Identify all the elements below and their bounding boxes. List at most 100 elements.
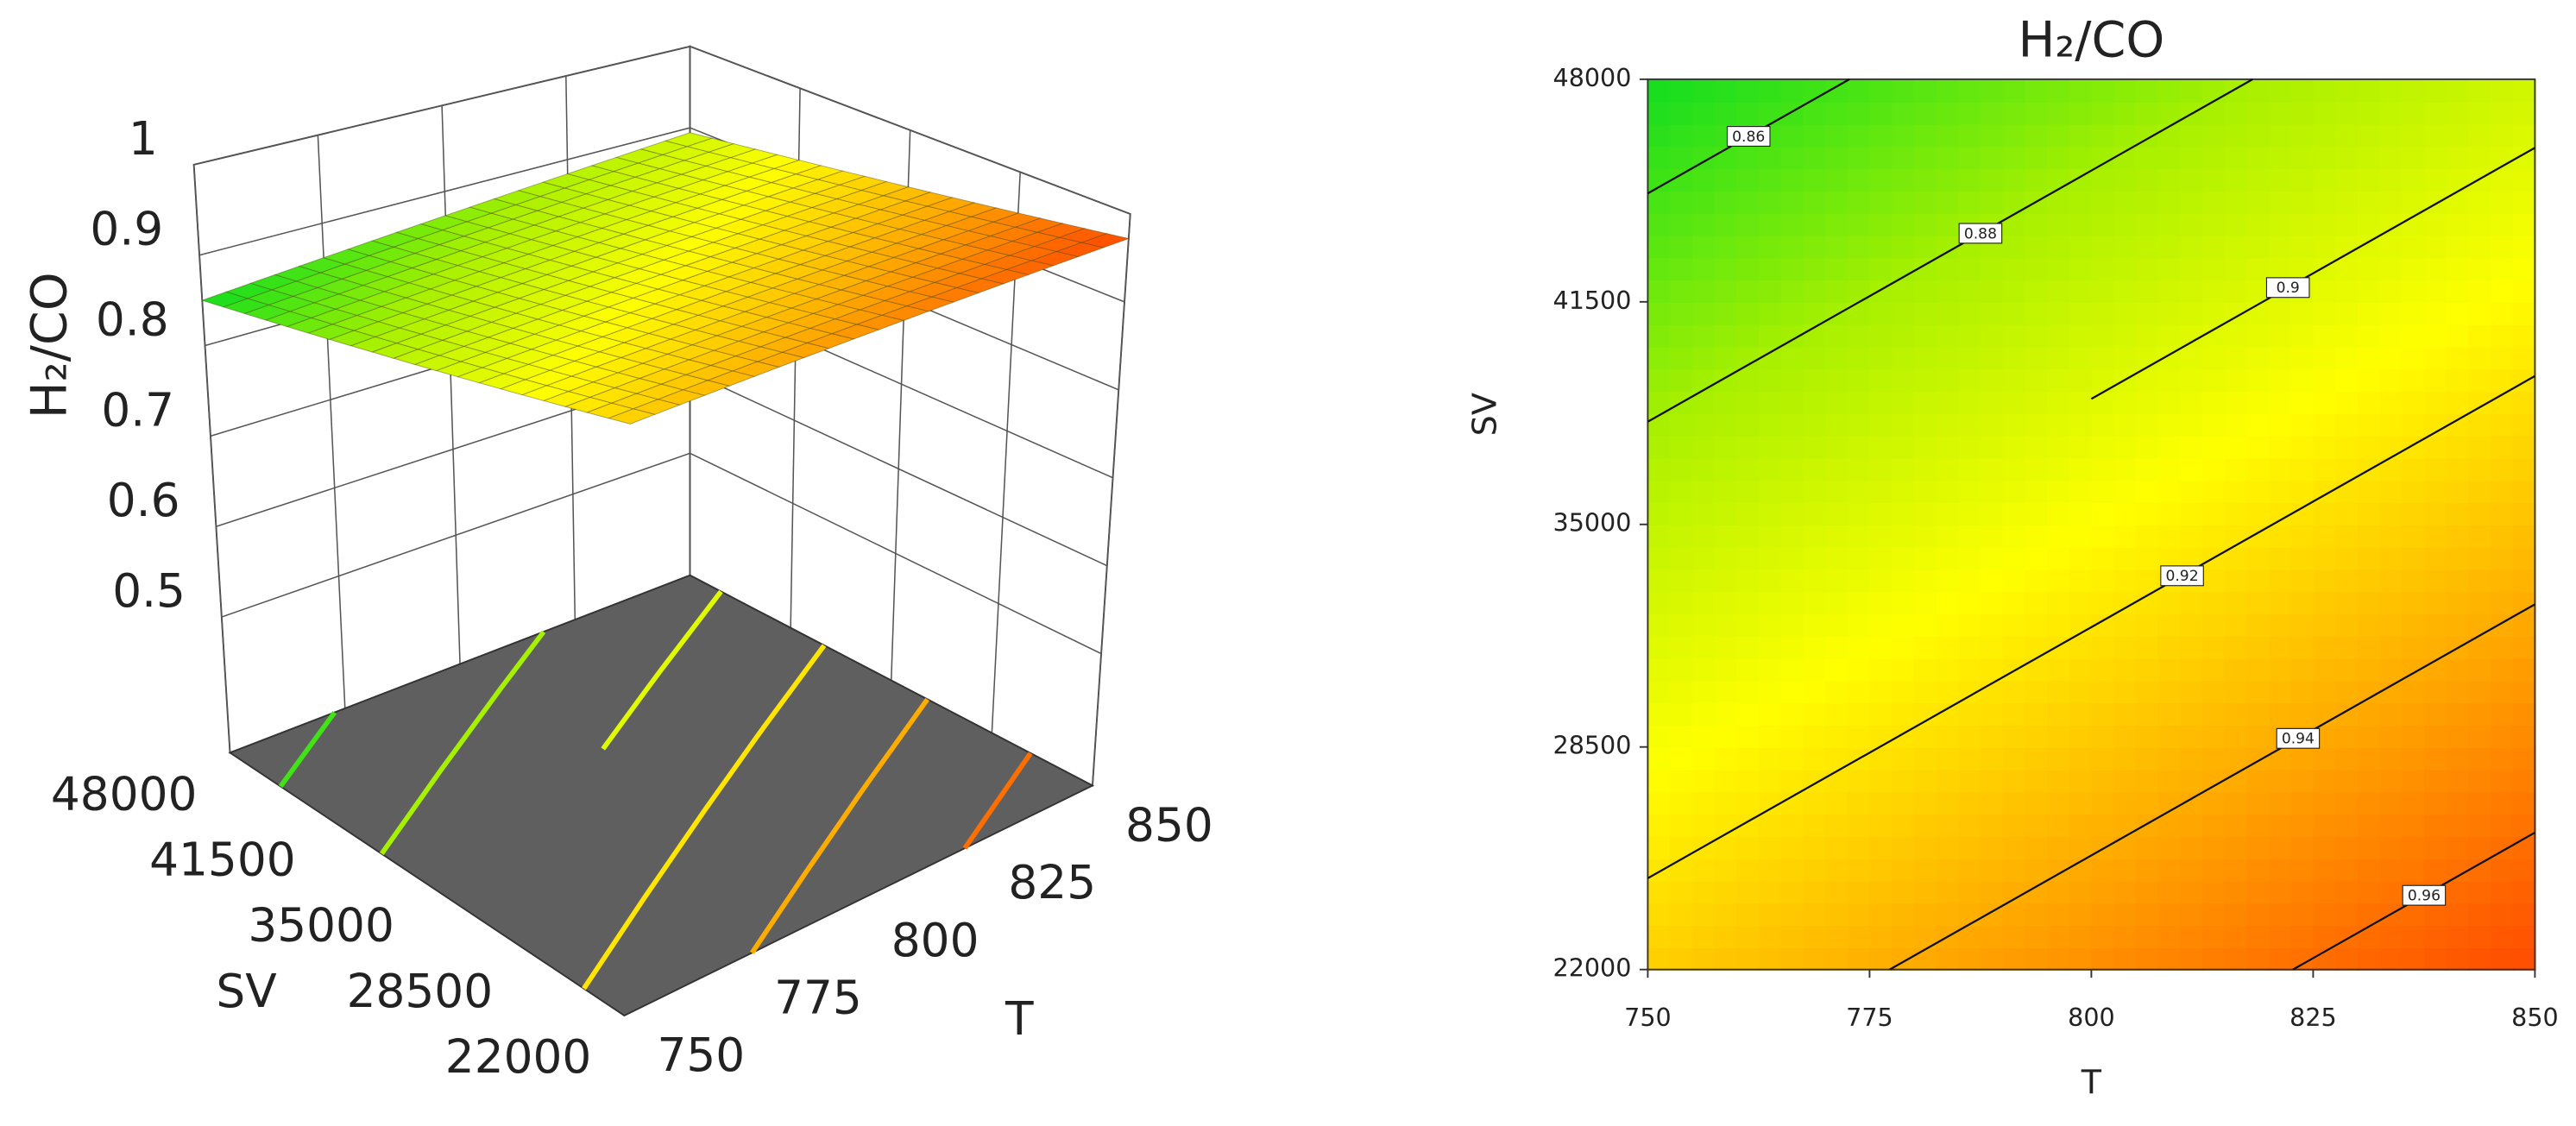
- contour-fill: [1647, 546, 1672, 570]
- contour-fill: [1803, 835, 1827, 859]
- contour-fill: [1803, 101, 1827, 125]
- contour-fill: [1913, 835, 1937, 859]
- contour-fill: [1869, 680, 1893, 704]
- contour-fill: [2157, 501, 2182, 525]
- contour-fill: [1714, 724, 1738, 748]
- contour-fill: [2512, 457, 2536, 481]
- contour-fill: [2290, 435, 2315, 459]
- contour-fill: [1780, 814, 1804, 838]
- contour-fill: [2135, 791, 2159, 815]
- contour-fill: [2379, 791, 2403, 815]
- contour-fill: [1980, 301, 2004, 325]
- contour-fill: [2113, 190, 2137, 214]
- x-tick-label: 750: [1624, 1003, 1672, 1032]
- contour-fill: [1736, 212, 1760, 236]
- contour-fill: [2290, 680, 2315, 704]
- contour-fill: [2269, 657, 2292, 682]
- contour-fill: [2224, 524, 2248, 548]
- contour-fill: [1670, 480, 1693, 504]
- contour-fill: [1980, 412, 2004, 437]
- contour-fill: [2157, 880, 2182, 904]
- contour-fill: [1825, 947, 1849, 971]
- contour-fill: [2224, 346, 2248, 370]
- contour-fill: [2313, 101, 2337, 125]
- contour-fill: [2423, 569, 2447, 593]
- contour-fill: [1825, 123, 1849, 148]
- contour-fill: [1936, 635, 1960, 659]
- contour-fill: [1714, 858, 1738, 882]
- contour-fill: [2135, 168, 2159, 192]
- contour-fill: [2025, 903, 2049, 927]
- contour-fill: [1825, 569, 1849, 593]
- contour-fill: [1758, 501, 1782, 525]
- contour-fill: [2069, 280, 2093, 303]
- contour-fill: [2357, 925, 2381, 949]
- contour-fill: [1825, 480, 1849, 504]
- contour-fill: [1670, 880, 1693, 904]
- contour-fill: [1780, 903, 1804, 927]
- contour-fill: [1847, 501, 1871, 525]
- contour-fill: [1980, 123, 2004, 148]
- contour-fill: [1670, 101, 1693, 125]
- contour-fill: [1647, 501, 1672, 525]
- contour-fill: [2135, 702, 2159, 727]
- contour-fill: [2468, 769, 2492, 793]
- contour-fill: [2113, 925, 2137, 949]
- contour-fill: [1892, 235, 1915, 259]
- contour-fill: [1869, 301, 1893, 325]
- grid-line: [193, 45, 1131, 215]
- contour-fill: [2224, 657, 2248, 682]
- contour-fill: [1803, 746, 1827, 771]
- contour-fill: [2512, 212, 2536, 236]
- contour-fill: [2402, 702, 2426, 727]
- contour-fill: [2512, 280, 2536, 303]
- contour-fill: [2246, 235, 2271, 259]
- contour-fill: [2468, 501, 2492, 525]
- contour-fill: [1691, 301, 1716, 325]
- contour-fill: [1980, 79, 2004, 103]
- contour-fill: [1825, 880, 1849, 904]
- floor-contour: [750, 697, 929, 954]
- contour-fill: [1869, 480, 1893, 504]
- contour-fill: [1913, 101, 1937, 125]
- contour-fill: [1647, 412, 1672, 437]
- contour-fill: [1892, 925, 1915, 949]
- contour-fill: [2091, 858, 2115, 882]
- contour-fill: [2446, 702, 2470, 727]
- contour-fill: [1958, 569, 1982, 593]
- contour-fill: [2446, 257, 2470, 281]
- floor-contour: [278, 710, 337, 789]
- contour-fill: [2047, 301, 2070, 325]
- contour-fill: [1913, 524, 1937, 548]
- contour-fill: [2357, 346, 2381, 370]
- contour-fill: [1825, 435, 1849, 459]
- contour-fill: [2379, 390, 2403, 414]
- contour-fill: [1847, 457, 1871, 481]
- contour-fill: [1825, 724, 1849, 748]
- contour-fill: [1691, 903, 1716, 927]
- contour-fill: [2157, 123, 2182, 148]
- contour-fill: [1869, 146, 1893, 170]
- contour-fill: [2201, 680, 2226, 704]
- contour-fill: [1714, 835, 1738, 859]
- contour-fill: [2357, 680, 2381, 704]
- contour-fill: [2379, 746, 2403, 771]
- contour-fill: [2423, 212, 2447, 236]
- x-tick-label: 800: [2068, 1003, 2114, 1032]
- contour-fill: [2468, 903, 2492, 927]
- contour-fill: [2512, 680, 2536, 704]
- x-tick-label: 775: [1846, 1003, 1893, 1032]
- contour-fill: [1758, 101, 1782, 125]
- contour-fill: [1803, 457, 1827, 481]
- contour-fill: [1647, 569, 1672, 593]
- contour-fill: [1980, 435, 2004, 459]
- contour-fill: [1958, 101, 1982, 125]
- contour-fill: [1691, 280, 1716, 303]
- contour-fill: [2091, 257, 2115, 281]
- contour-fill: [2423, 457, 2447, 481]
- contour-fill: [1958, 702, 1982, 727]
- contour-fill: [1758, 146, 1782, 170]
- contour-fill: [2335, 146, 2359, 170]
- contour-fill: [1958, 412, 1982, 437]
- contour-fill: [1913, 435, 1937, 459]
